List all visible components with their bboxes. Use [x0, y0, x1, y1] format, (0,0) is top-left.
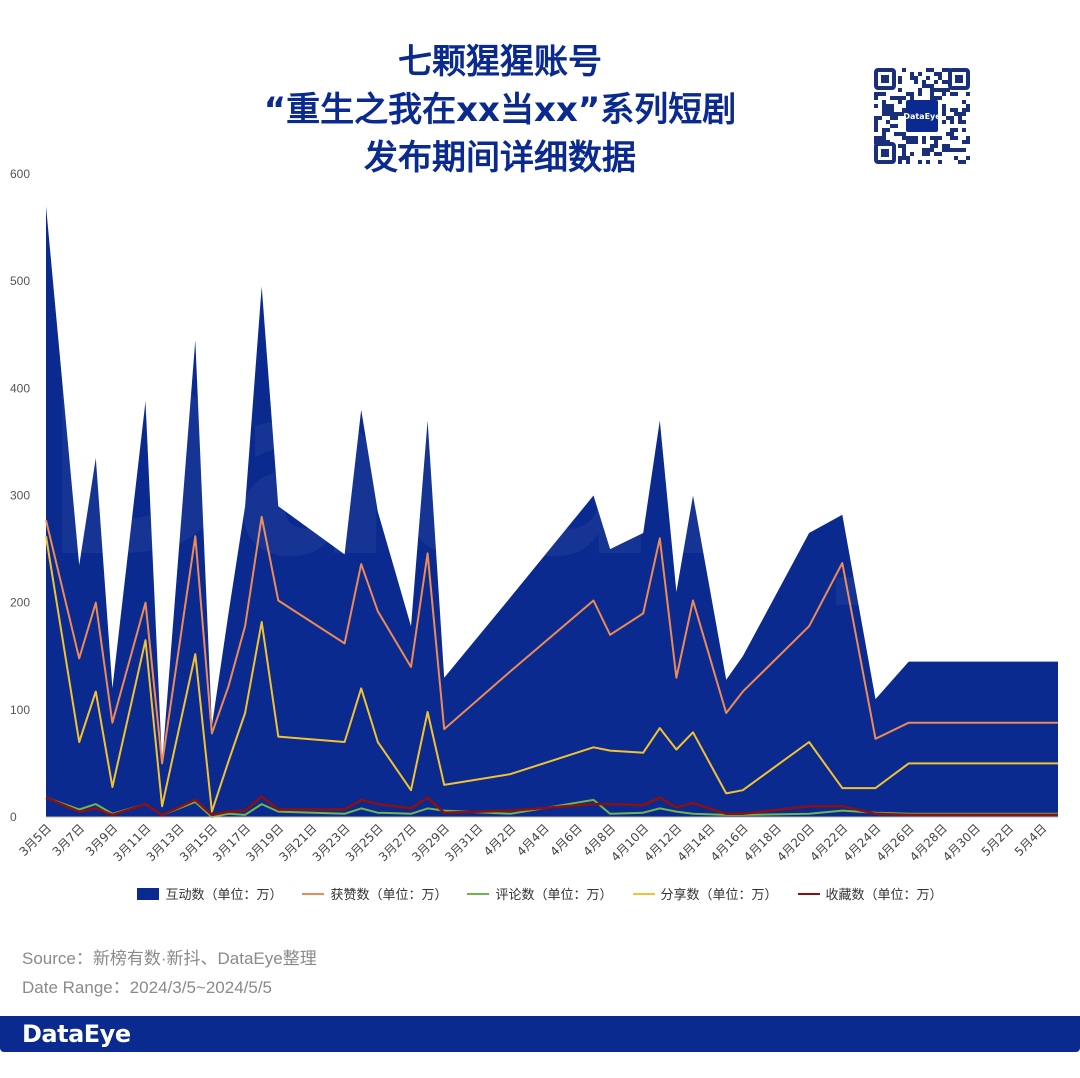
- legend-item-4[interactable]: 收藏数（单位：万）: [797, 884, 943, 903]
- chart-title: 七颗猩猩账号 “重生之我在xx当xx”系列短剧 发布期间详细数据: [180, 38, 820, 182]
- date-range-line: Date Range：2024/3/5~2024/5/5: [22, 978, 273, 997]
- title-line-3: 发布期间详细数据: [364, 138, 636, 178]
- legend-swatch: [137, 887, 160, 900]
- y-tick-label: 0: [10, 810, 17, 824]
- x-tick-label: 3月7日: [50, 821, 88, 859]
- legend-swatch: [797, 892, 820, 895]
- y-tick-label: 400: [10, 381, 30, 395]
- legend-label: 分享数（单位：万）: [660, 888, 778, 903]
- series-line-1: [45, 515, 1058, 765]
- legend-label: 互动数（单位：万）: [165, 888, 283, 903]
- x-tick-label: 5月2日: [979, 821, 1017, 859]
- series-line-3: [45, 536, 1058, 813]
- legend-label: 收藏数（单位：万）: [825, 888, 943, 903]
- legend-item-0[interactable]: 互动数（单位：万）: [137, 884, 282, 903]
- series-area-0: [46, 206, 1058, 818]
- qr-code-icon[interactable]: DataEye: [872, 66, 972, 166]
- y-tick-label: 100: [10, 703, 30, 717]
- x-tick-label: 5月4日: [1012, 821, 1050, 859]
- x-tick-label: 4月30日: [940, 821, 983, 864]
- y-tick-label: 300: [10, 489, 30, 503]
- legend-swatch: [467, 892, 490, 895]
- legend-swatch: [302, 892, 325, 895]
- legend-swatch: [632, 892, 655, 895]
- legend-label: 评论数（单位：万）: [495, 888, 613, 903]
- x-tick-label: 3月31日: [442, 821, 485, 864]
- legend-item-1[interactable]: 获赞数（单位：万）: [302, 884, 447, 903]
- area-chart: 01002003004005006003月5日3月7日3月9日3月11日3月13…: [10, 167, 1058, 864]
- y-tick-label: 200: [10, 596, 30, 610]
- source-line: Source：新榜有数·新抖、DataEye整理: [22, 949, 317, 968]
- legend-label: 获赞数（单位：万）: [330, 888, 448, 903]
- x-tick-label: 3月5日: [16, 821, 54, 859]
- footer-bar: DataEye: [0, 1016, 1080, 1052]
- source-note: Source：新榜有数·新抖、DataEye整理 Date Range：2024…: [22, 944, 317, 1002]
- y-tick-label: 500: [10, 274, 30, 288]
- series-line-4: [45, 795, 1058, 817]
- y-tick-label: 600: [10, 167, 30, 181]
- x-tick-label: 4月2日: [481, 821, 519, 859]
- chart-legend: 互动数（单位：万） 获赞数（单位：万） 评论数（单位：万） 分享数（单位：万） 收藏数（…: [0, 884, 1080, 903]
- legend-item-2[interactable]: 评论数（单位：万）: [467, 884, 613, 903]
- qr-logo-label: DataEye: [903, 112, 941, 121]
- x-tick-label: 4月4日: [514, 821, 552, 859]
- title-line-2: “重生之我在xx当xx”系列短剧: [263, 90, 737, 130]
- legend-item-3[interactable]: 分享数（单位：万）: [632, 884, 778, 903]
- title-line-1: 七颗猩猩账号: [398, 42, 602, 82]
- footer-logo: DataEye: [22, 1020, 131, 1048]
- x-tick-label: 4月6日: [547, 821, 585, 859]
